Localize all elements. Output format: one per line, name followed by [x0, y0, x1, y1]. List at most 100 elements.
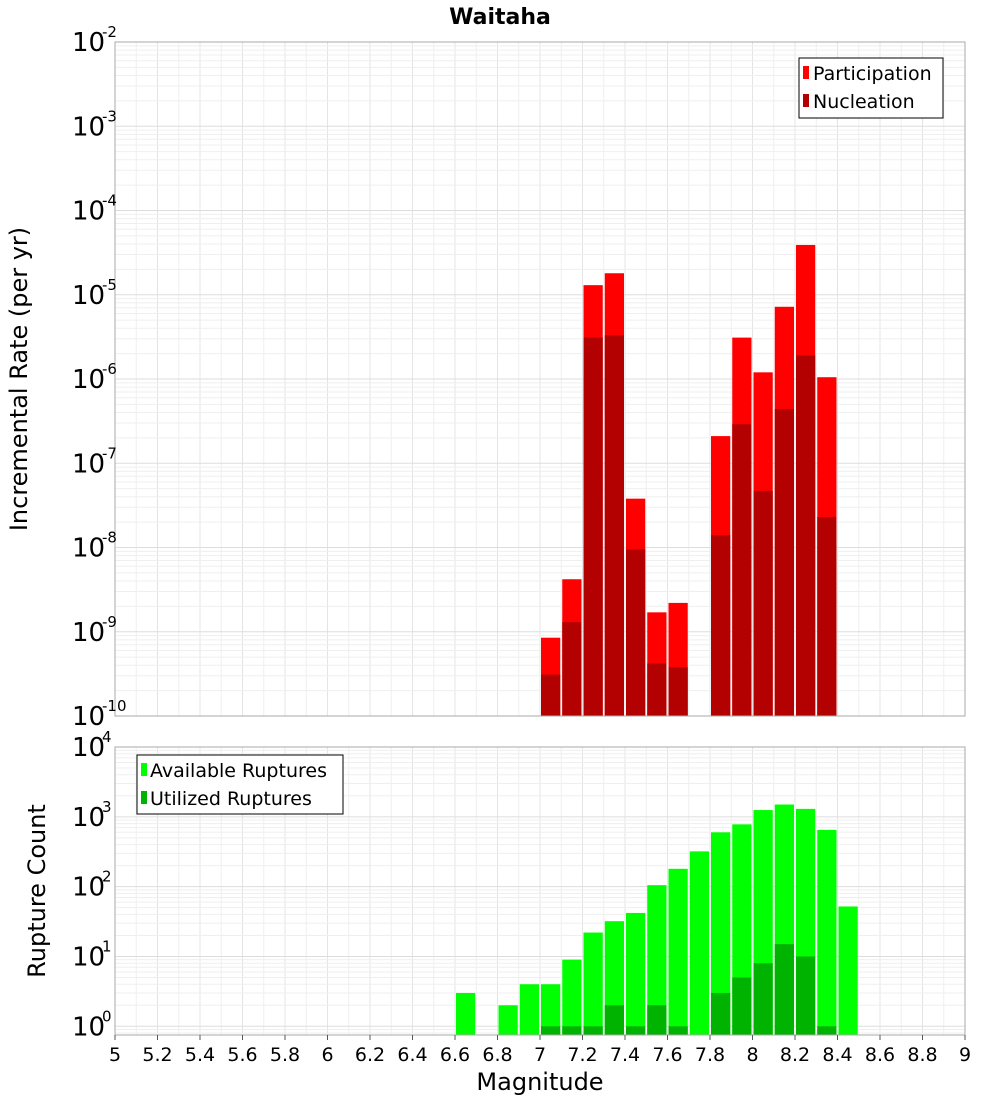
top-y-tick-label: 10 — [72, 112, 105, 142]
count-bar-available-ruptures — [583, 932, 603, 1035]
count-bar-utilized-ruptures — [796, 956, 816, 1035]
count-bar-utilized-ruptures — [817, 1026, 837, 1035]
top-plot-border — [114, 41, 966, 717]
rate-bar-nucleation — [668, 667, 688, 716]
top-y-tick-label: 10 — [72, 618, 105, 648]
x-tick-label: 8.2 — [780, 1044, 810, 1066]
x-tick-label: 6 — [321, 1044, 333, 1066]
bottom-y-tick-exponent: 0 — [102, 1007, 112, 1025]
x-tick-label: 8 — [746, 1044, 758, 1066]
bottom-y-tick-exponent: 1 — [102, 937, 112, 955]
x-tick-label: 6.8 — [482, 1044, 512, 1066]
bottom-y-tick-exponent: 4 — [102, 728, 112, 746]
count-bar-utilized-ruptures — [668, 1026, 688, 1035]
x-axis-label: Magnitude — [476, 1068, 603, 1096]
top-y-tick-exponent: -2 — [102, 23, 117, 41]
x-tick-label: 5.6 — [227, 1044, 257, 1066]
count-bar-utilized-ruptures — [604, 1005, 624, 1035]
count-bar-available-ruptures — [838, 906, 858, 1035]
count-bar-available-ruptures — [519, 984, 539, 1035]
top-y-tick-label: 10 — [72, 534, 105, 564]
top-y-tick-label: 10 — [72, 28, 105, 58]
x-tick-label: 6.2 — [355, 1044, 385, 1066]
x-tick-label: 6.6 — [440, 1044, 470, 1066]
count-bar-utilized-ruptures — [562, 1026, 582, 1035]
rate-bar-nucleation — [626, 549, 646, 716]
x-tick-label: 7.6 — [652, 1044, 682, 1066]
x-tick-label: 5.2 — [142, 1044, 172, 1066]
count-bar-utilized-ruptures — [647, 1005, 667, 1035]
top-y-tick-exponent: -10 — [102, 697, 127, 715]
x-tick-label: 8.4 — [822, 1044, 852, 1066]
bottom-y-tick-exponent: 3 — [102, 798, 112, 816]
top-y-tick-exponent: -8 — [102, 529, 117, 547]
count-bar-utilized-ruptures — [711, 992, 731, 1035]
count-bar-available-ruptures — [689, 851, 709, 1035]
count-bar-available-ruptures — [562, 959, 582, 1035]
count-bar-utilized-ruptures — [753, 963, 773, 1035]
bottom-y-axis-label: Rupture Count — [23, 804, 51, 978]
bottom-y-tick-label: 10 — [72, 803, 105, 833]
top-y-tick-exponent: -4 — [102, 192, 117, 210]
rate-bar-nucleation — [562, 622, 582, 716]
legend-label-available: Available Ruptures — [150, 760, 327, 782]
rate-bar-nucleation — [774, 409, 794, 716]
x-tick-label: 7.4 — [610, 1044, 640, 1066]
bottom-y-tick-label: 10 — [72, 873, 105, 903]
x-tick-label: 7.8 — [695, 1044, 725, 1066]
legend-label-participation: Participation — [813, 63, 932, 85]
top-legend: Participation Nucleation — [798, 57, 944, 119]
legend-label-utilized: Utilized Ruptures — [150, 788, 312, 810]
legend-swatch-utilized — [141, 791, 147, 804]
count-bar-available-ruptures — [626, 912, 646, 1035]
count-bar-utilized-ruptures — [583, 1026, 603, 1035]
bottom-y-tick-label: 10 — [72, 733, 105, 763]
rate-bar-nucleation — [753, 490, 773, 716]
x-tick-label: 8.8 — [907, 1044, 937, 1066]
x-tick-label: 8.6 — [865, 1044, 895, 1066]
top-y-tick-exponent: -7 — [102, 444, 117, 462]
x-tick-label: 5 — [109, 1044, 121, 1066]
bottom-y-tick-label: 10 — [72, 942, 105, 972]
rate-bar-nucleation — [711, 535, 731, 716]
x-ticks: 5 5.2 5.4 5.6 5.8 6 6.2 6.4 6.6 6.8 7 7.2 7.4 7.6 7.8 8… — [109, 1035, 971, 1066]
count-bar-utilized-ruptures — [774, 944, 794, 1035]
legend-swatch-nucleation — [803, 94, 809, 107]
bottom-legend-box — [136, 754, 344, 815]
x-tick-label: 7 — [534, 1044, 546, 1066]
x-tick-label: 5.8 — [270, 1044, 300, 1066]
top-y-tick-label: 10 — [72, 197, 105, 227]
top-y-tick-exponent: -6 — [102, 360, 117, 378]
top-y-tick-label: 10 — [72, 281, 105, 311]
top-y-tick-exponent: -9 — [102, 613, 117, 631]
rate-bar-nucleation — [541, 674, 561, 716]
count-bar-available-ruptures — [498, 1005, 518, 1035]
count-bar-available-ruptures — [668, 868, 688, 1035]
top-y-tick-label: 10 — [72, 449, 105, 479]
top-y-axis-label: Incremental Rate (per yr) — [5, 227, 33, 531]
count-bar-utilized-ruptures — [541, 1026, 561, 1035]
rate-bar-nucleation — [647, 663, 667, 716]
x-tick-label: 7.2 — [567, 1044, 597, 1066]
legend-swatch-available — [141, 763, 147, 776]
rate-bar-nucleation — [732, 424, 752, 716]
count-bar-utilized-ruptures — [626, 1026, 646, 1035]
x-tick-label: 6.4 — [397, 1044, 427, 1066]
chart-title: Waitaha — [449, 5, 551, 30]
count-bar-available-ruptures — [647, 885, 667, 1035]
top-legend-box — [798, 57, 944, 119]
bottom-bars — [456, 804, 858, 1035]
legend-swatch-participation — [803, 66, 809, 79]
count-bar-available-ruptures — [541, 984, 561, 1035]
top-y-tick-label: 10 — [72, 365, 105, 395]
count-bar-available-ruptures — [817, 829, 837, 1035]
count-bar-available-ruptures — [456, 992, 476, 1035]
x-tick-label: 5.4 — [185, 1044, 215, 1066]
rate-bar-nucleation — [817, 517, 837, 716]
count-bar-available-ruptures — [711, 832, 731, 1035]
